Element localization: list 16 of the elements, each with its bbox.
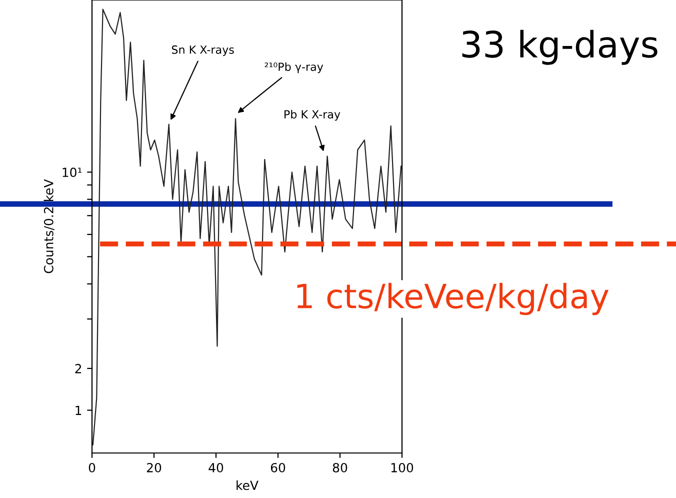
- x-axis-title: keV: [236, 480, 258, 490]
- y-tick-label: 2: [75, 364, 82, 374]
- y-axis-title: Counts/0.2 keV: [44, 179, 54, 274]
- text: 33 kg-days: [462, 30, 658, 65]
- x-tick-label: 40: [208, 462, 224, 472]
- ref-line-label: 1 cts/keVee/kg/day: [297, 282, 609, 316]
- annotation: ²¹⁰Pb γ-ray: [264, 62, 324, 74]
- x-tick-label: 0: [88, 462, 96, 472]
- annotation: Pb K X-ray: [284, 110, 340, 121]
- annotation: Sn K X-rays: [172, 45, 234, 56]
- x-tick-label: 60: [270, 462, 286, 472]
- y-tick-label: 10¹: [62, 168, 82, 178]
- x-tick-label: 100: [391, 462, 414, 472]
- x-tick-label: 20: [146, 462, 162, 472]
- y-tick-label: 1: [76, 406, 82, 415]
- x-tick-label: 80: [332, 462, 348, 472]
